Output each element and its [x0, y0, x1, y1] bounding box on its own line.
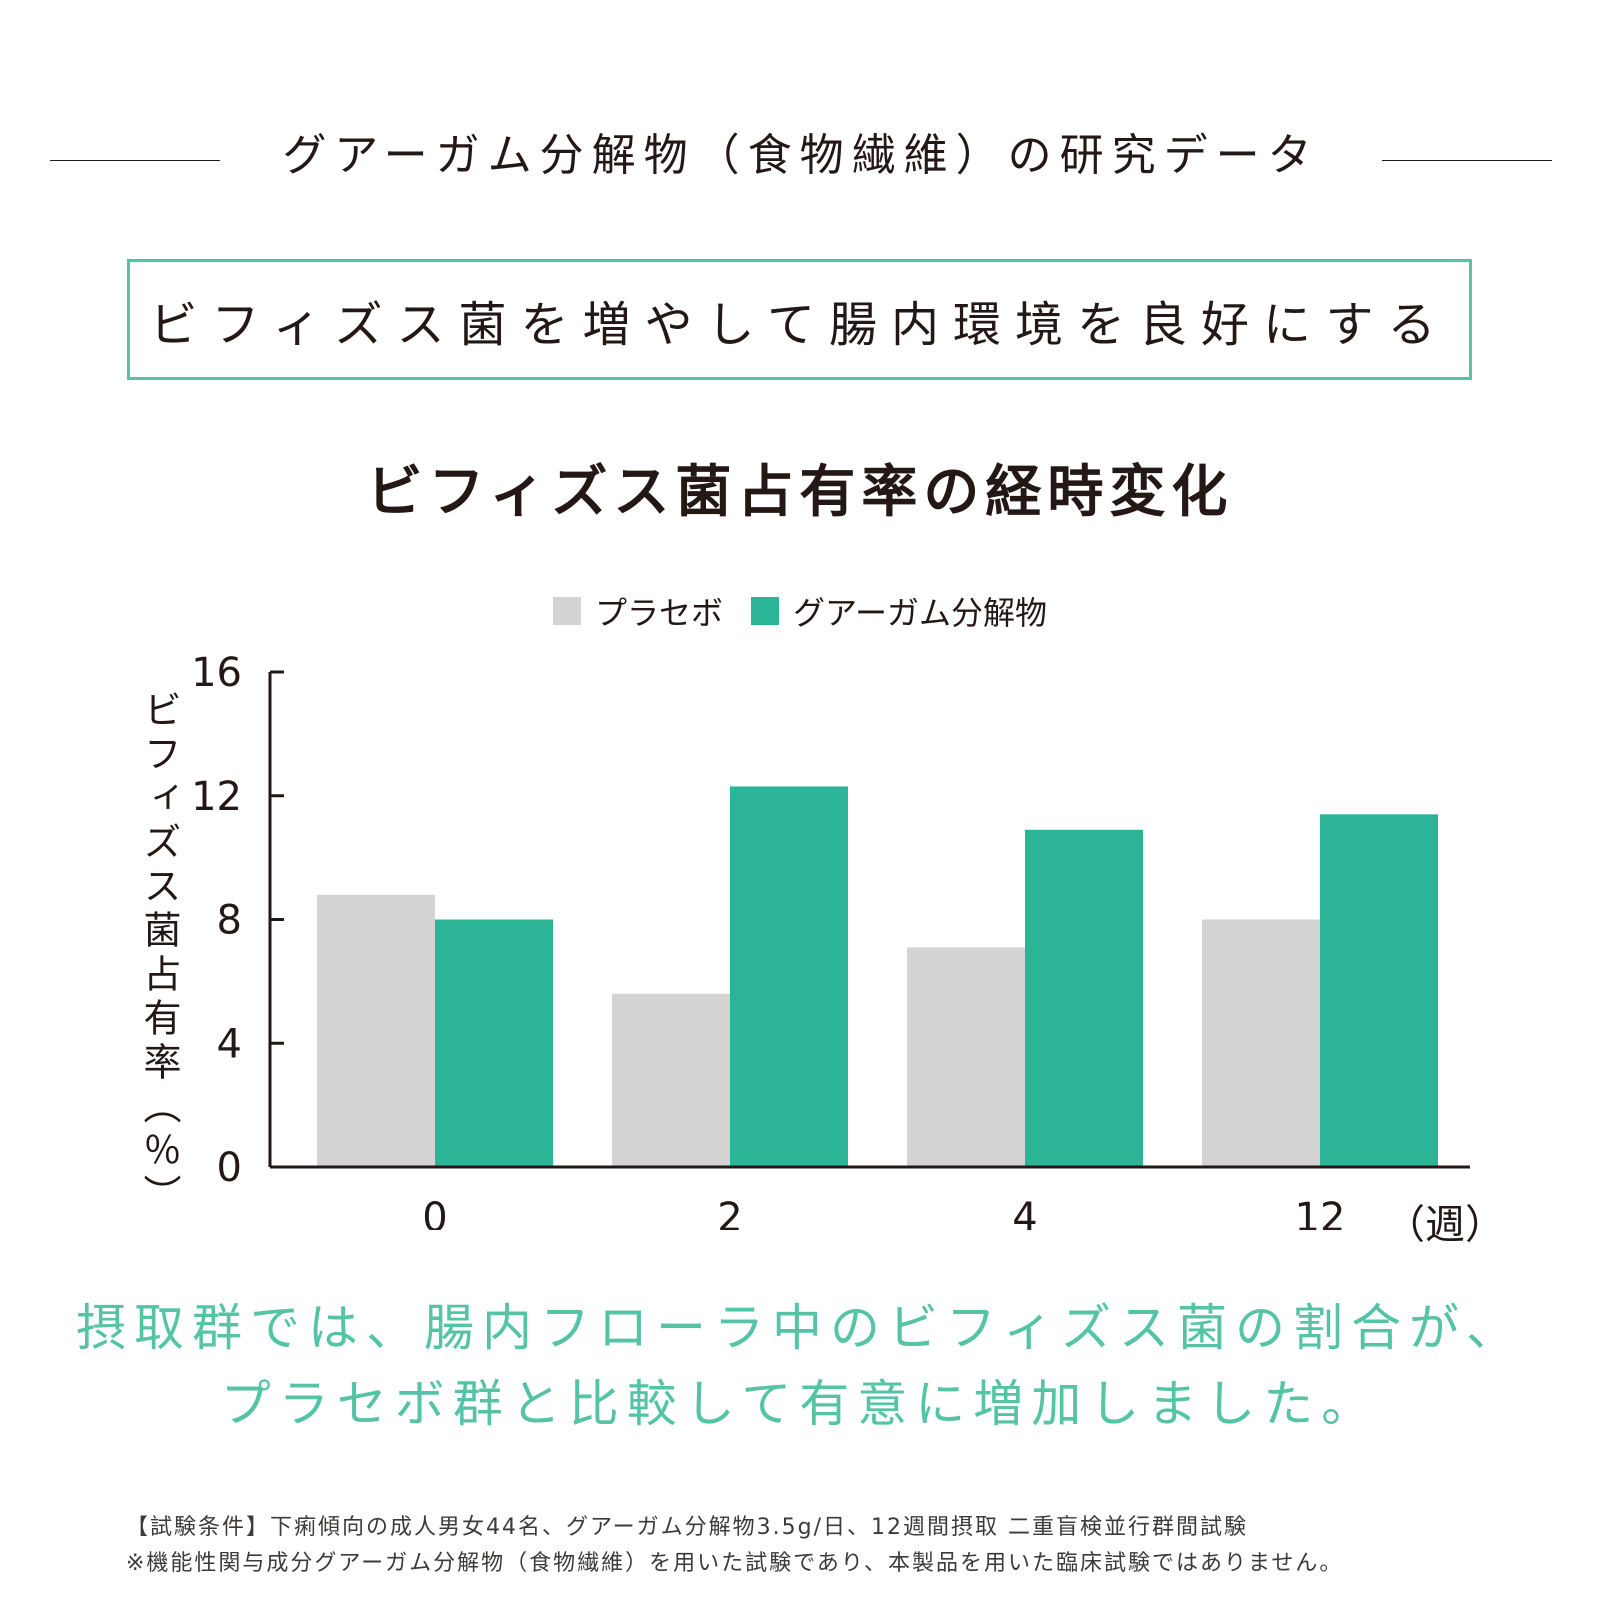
- y-tick-label: 4: [217, 1021, 242, 1067]
- bar-placebo-week-4: [907, 947, 1025, 1167]
- headline-box: ビフィズス菌を増やして腸内環境を良好にする: [127, 259, 1472, 380]
- legend-item-placebo: プラセボ: [552, 588, 723, 634]
- y-tick-label: 12: [191, 774, 242, 820]
- footnote-conditions: 【試験条件】下痢傾向の成人男女44名、グアーガム分解物3.5g/日、12週間摂取…: [126, 1515, 1249, 1540]
- bar-treatment-week-0: [435, 919, 553, 1167]
- legend-swatch-placebo: [552, 597, 581, 625]
- x-tick-label: 2: [717, 1195, 742, 1230]
- bar-treatment-week-12: [1320, 814, 1438, 1167]
- footnote-disclaimer: ※機能性関与成分グアーガム分解物（食物繊維）を用いた試験であり、本製品を用いた臨…: [126, 1551, 1344, 1576]
- x-tick-label: 12: [1295, 1195, 1346, 1230]
- legend-label-placebo: プラセボ: [594, 594, 723, 632]
- conclusion-line-1: 摂取群では、腸内フローラ中のビフィズス菌の割合が、: [76, 1299, 1524, 1357]
- conclusion-line-2: プラセボ群と比較して有意に増加しました。: [220, 1375, 1380, 1433]
- header-rule-left: [50, 160, 220, 161]
- bar-treatment-week-2: [730, 786, 848, 1167]
- header-rule-right: [1382, 160, 1552, 161]
- bar-placebo-week-12: [1202, 919, 1320, 1167]
- headline-text: ビフィズス菌を増やして腸内環境を良好にする: [149, 296, 1450, 353]
- y-axis-label: ビフィズス菌占有率（％）: [137, 690, 181, 1218]
- chart-legend: プラセボ グアーガム分解物: [0, 588, 1600, 634]
- chart-title: ビフィズス菌占有率の経時変化: [366, 460, 1234, 525]
- legend-item-treatment: グアーガム分解物: [750, 588, 1048, 634]
- x-tick-label: 4: [1012, 1195, 1037, 1230]
- x-axis-unit-label: （週）: [1385, 1202, 1505, 1248]
- section-title: グアーガム分解物（食物繊維）の研究データ: [282, 130, 1320, 181]
- conclusion-text: 摂取群では、腸内フローラ中のビフィズス菌の割合が、 プラセボ群と比較して有意に増…: [0, 1290, 1600, 1442]
- x-tick-label: 0: [422, 1195, 447, 1230]
- bar-placebo-week-2: [612, 993, 730, 1167]
- legend-label-treatment: グアーガム分解物: [792, 594, 1048, 632]
- y-tick-label: 0: [217, 1145, 242, 1191]
- y-tick-label: 8: [217, 898, 242, 944]
- legend-swatch-treatment: [750, 597, 779, 625]
- bar-treatment-week-4: [1025, 829, 1143, 1167]
- y-tick-label: 16: [191, 650, 242, 696]
- footnotes: 【試験条件】下痢傾向の成人男女44名、グアーガム分解物3.5g/日、12週間摂取…: [126, 1510, 1343, 1582]
- bar-placebo-week-0: [317, 894, 435, 1167]
